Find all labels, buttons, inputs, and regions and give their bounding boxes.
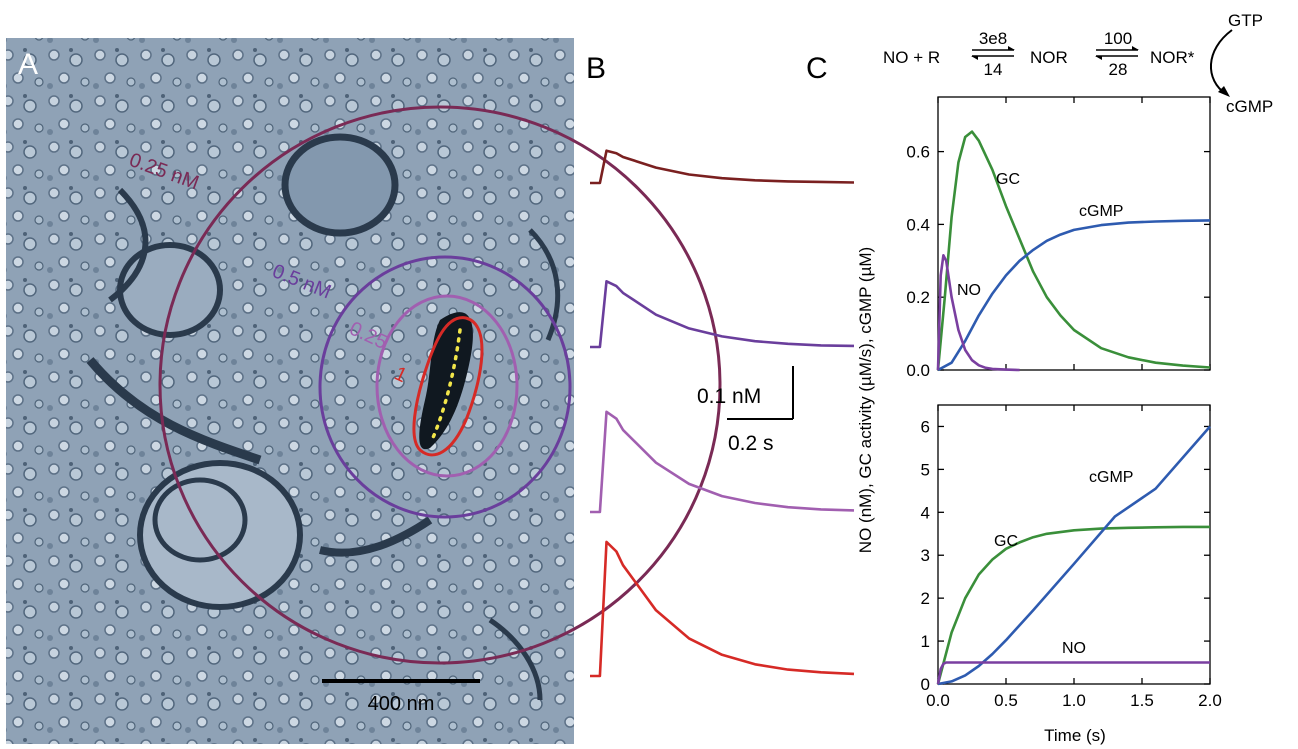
scheme-product: cGMP: [1226, 97, 1273, 116]
c-top-ytick-label: 0.2: [906, 288, 930, 307]
c-bottom-series-no: [936, 661, 1210, 685]
c-top-label-no: NO: [957, 282, 981, 299]
c-bottom-label-no: NO: [1062, 640, 1086, 657]
panel-c: C NO + R 3e8 14 NOR 100 28 NOR* GTP cGMP…: [806, 11, 1273, 745]
c-top-series: [936, 130, 1211, 372]
c-bottom-label-gc: GC: [994, 533, 1018, 550]
scheme-curved-arrowhead: [1218, 86, 1230, 97]
scheme-k-on: 3e8: [979, 29, 1007, 48]
ring-05nM: [318, 255, 572, 519]
ring-025-inner: [375, 294, 519, 478]
c-top-ytick-label: 0.0: [906, 361, 930, 380]
b-scale-value-label: 0.1 nM: [697, 385, 761, 408]
c-top-plot: 0.0 0.2 0.4 0.6 GC cGMP NO: [906, 96, 1211, 380]
scheme-forward-arrowhead-2: [1132, 46, 1139, 50]
c-top-series-cgmp: [937, 219, 1211, 372]
scheme-k-act: 100: [1104, 29, 1132, 48]
c-bottom-ytick-label: 3: [921, 546, 930, 565]
panel-b: B 0.1 nM 0.2 s: [586, 52, 855, 678]
panel-letter-b: B: [586, 52, 606, 85]
c-bottom-series-gc: [936, 525, 1210, 685]
c-bottom-ytick-label: 1: [921, 632, 930, 651]
c-top-series-no: [936, 254, 1020, 372]
scheme-reverse-arrowhead-2: [1095, 56, 1102, 60]
c-bottom-ytick-label: 5: [921, 460, 930, 479]
c-top-label-cgmp: cGMP: [1079, 203, 1123, 220]
em-membranes: [86, 133, 561, 701]
scheme-k-off: 14: [984, 60, 1003, 79]
scheme-right-species: NOR*: [1150, 48, 1195, 67]
ring-025nM-outer: [158, 105, 722, 665]
b-trace-4: [590, 540, 855, 678]
c-y-axis-label: NO (nM), GC activity (µM/s), cGMP (µM): [856, 247, 875, 553]
c-bottom-ytick-label: 0: [921, 675, 930, 694]
c-bottom-ytick-label: 6: [921, 417, 930, 436]
c-bottom-ytick-label: 2: [921, 589, 930, 608]
c-bottom-series: [936, 425, 1211, 686]
synaptic-density: [419, 312, 473, 450]
c-bottom-axes: 0.0 0.5 1.0 1.5 2.0 0 1 2 3 4 5 6: [921, 404, 1222, 710]
c-bottom-xtick-label: 1.5: [1130, 691, 1154, 710]
c-x-axis-label: Time (s): [1044, 726, 1106, 745]
ring-1nM: [412, 316, 484, 457]
scheme-middle-species: NOR: [1030, 48, 1068, 67]
panel-a: 0.25 nM 0.5 nM 0.25 1 400 nm A: [6, 38, 722, 744]
c-bottom-plot: 0.0 0.5 1.0 1.5 2.0 0 1 2 3 4 5 6 GC cGMP NO: [921, 404, 1222, 710]
b-trace-2: [590, 280, 855, 349]
c-bottom-xtick-label: 0.0: [926, 691, 950, 710]
c-bottom-label-cgmp: cGMP: [1089, 469, 1133, 486]
b-traces: [590, 149, 855, 678]
scheme-left-species: NO + R: [883, 48, 940, 67]
em-scale-bar-label: 400 nm: [368, 693, 435, 715]
em-image: [6, 38, 574, 744]
b-scale-time-label: 0.2 s: [728, 432, 774, 455]
c-bottom-series-cgmp: [937, 425, 1211, 686]
panel-letter-a: A: [18, 48, 38, 81]
c-top-series-gc: [936, 130, 1211, 371]
c-bottom-ytick-label: 4: [921, 503, 930, 522]
b-trace-3: [590, 410, 855, 514]
c-bottom-xtick-label: 2.0: [1198, 691, 1222, 710]
panel-letter-c: C: [806, 52, 828, 85]
c-bottom-xtick-label: 0.5: [994, 691, 1018, 710]
scheme-reverse-arrowhead-1: [971, 56, 978, 60]
scheme-curved-arrow: [1210, 29, 1233, 95]
scheme-substrate: GTP: [1228, 11, 1263, 30]
reaction-scheme: NO + R 3e8 14 NOR 100 28 NOR* GTP cGMP: [883, 11, 1273, 116]
b-trace-1: [590, 149, 855, 185]
c-top-axes: 0.0 0.2 0.4 0.6: [906, 96, 1211, 380]
c-top-ytick-label: 0.4: [906, 215, 930, 234]
c-top-label-gc: GC: [996, 171, 1020, 188]
scheme-k-deact: 28: [1109, 60, 1128, 79]
c-top-ytick-label: 0.6: [906, 143, 930, 162]
c-bottom-xtick-label: 1.0: [1062, 691, 1086, 710]
scheme-forward-arrowhead-1: [1008, 46, 1015, 50]
